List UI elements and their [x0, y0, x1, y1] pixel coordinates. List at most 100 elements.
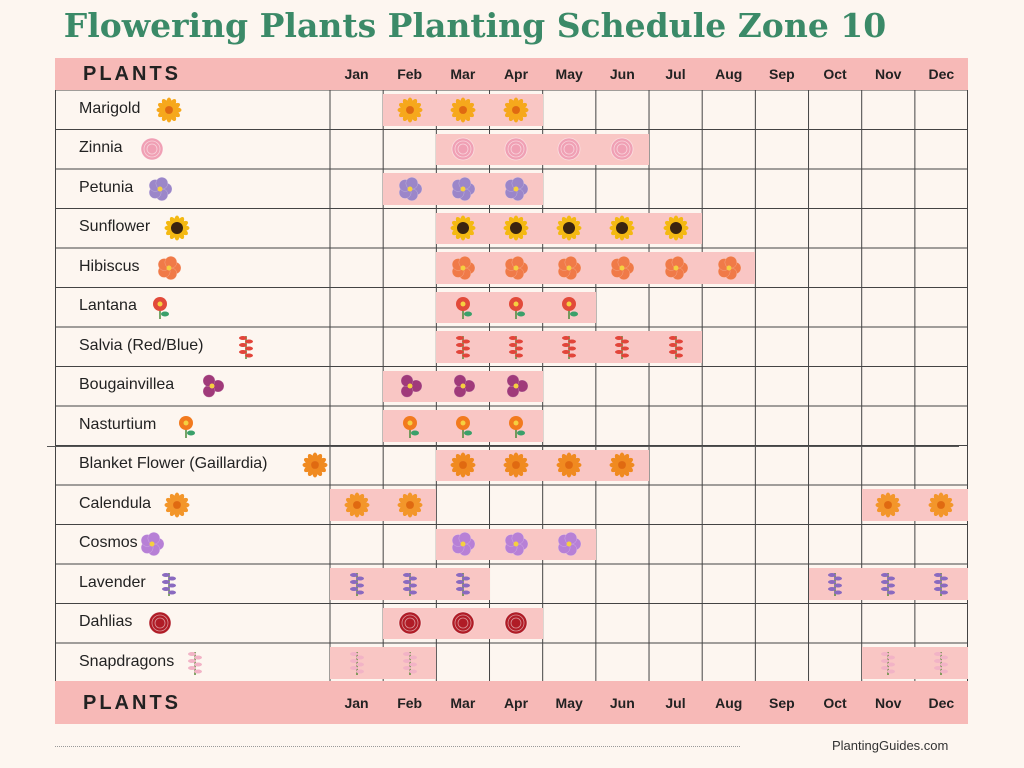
schedule-grid: PLANTS Jan Feb Mar Apr May Jun Jul Aug Sep Oct Nov D…	[55, 58, 969, 724]
schedule-bar	[436, 252, 756, 284]
month-label-bottom: Aug	[715, 694, 743, 711]
dahlia-icon	[504, 611, 528, 635]
salvia-icon	[668, 335, 683, 359]
plant-name: Snapdragons	[79, 652, 175, 670]
plants-header-bottom: PLANTS	[83, 691, 181, 714]
plant-name: Zinnia	[79, 139, 123, 157]
plant-name: Bougainvillea	[79, 376, 175, 394]
plant-name: Dahlias	[79, 613, 133, 631]
lavender-icon	[402, 572, 417, 596]
bougainvillea-icon	[453, 374, 476, 398]
petunia-icon	[149, 176, 173, 201]
month-label-top: Apr	[503, 66, 529, 82]
plant-name: Sunflower	[79, 218, 151, 236]
month-label-top: Aug	[715, 66, 743, 82]
lavender-icon	[161, 572, 176, 596]
hibiscus-icon	[558, 255, 582, 280]
bougainvillea-icon	[400, 374, 422, 398]
snapdragon-icon	[934, 651, 949, 675]
plant-name: Blanket Flower (Gaillardia)	[79, 455, 268, 473]
month-label-bottom: Mar	[450, 694, 476, 711]
snapdragon-icon	[402, 651, 417, 675]
lavender-icon	[455, 572, 470, 596]
salvia-icon	[239, 335, 254, 359]
plants-header-top: PLANTS	[83, 63, 181, 85]
lantana-icon	[509, 297, 526, 320]
dahlia-icon	[398, 611, 422, 635]
month-label-bottom: Sep	[769, 694, 795, 711]
month-label-top: Jan	[344, 66, 369, 82]
month-label-bottom: May	[555, 694, 583, 711]
lavender-icon	[934, 572, 949, 596]
month-label-top: Feb	[397, 66, 423, 82]
hibiscus-icon	[157, 255, 182, 280]
nasturtium-icon	[179, 415, 195, 438]
hibiscus-icon	[664, 255, 688, 280]
month-label-bottom: Feb	[397, 694, 423, 711]
page-title: Flowering Plants Planting Schedule Zone …	[63, 6, 887, 45]
calendula-icon	[164, 492, 190, 518]
month-label-top: Nov	[874, 66, 902, 82]
hibiscus-icon	[611, 255, 635, 280]
bougainvillea-icon	[506, 374, 529, 398]
month-label-top: Sep	[769, 66, 795, 82]
calendula-icon	[875, 492, 901, 518]
footer-site: PlantingGuides.com	[832, 738, 949, 753]
lantana-icon	[562, 297, 579, 320]
salvia-icon	[562, 335, 577, 359]
snapdragon-icon	[881, 651, 896, 675]
hibiscus-icon	[504, 255, 529, 280]
salvia-icon	[615, 335, 630, 359]
calendula-icon	[928, 492, 954, 518]
plant-name: Nasturtium	[79, 415, 157, 433]
month-label-top: Oct	[823, 66, 847, 82]
blanket-flower-icon	[503, 452, 529, 478]
month-label-bottom: Jan	[344, 694, 369, 711]
nasturtium-icon	[402, 415, 419, 438]
dahlia-icon	[148, 611, 172, 635]
blanket-flower-icon	[302, 452, 328, 478]
marigold-icon	[397, 97, 423, 123]
month-label-bottom: Jun	[609, 694, 635, 711]
plant-name: Hibiscus	[79, 257, 140, 275]
zinnia-icon	[611, 137, 634, 161]
plant-name: Marigold	[79, 99, 141, 117]
month-label-bottom: Oct	[823, 694, 847, 711]
plant-name: Lantana	[79, 297, 137, 315]
nasturtium-icon	[455, 415, 472, 438]
marigold-icon	[156, 97, 182, 123]
plant-name: Petunia	[79, 178, 134, 196]
month-label-top: Mar	[450, 66, 476, 82]
header-band	[55, 58, 968, 90]
calendula-icon	[397, 492, 423, 518]
month-label-bottom: Nov	[874, 694, 902, 711]
footer-divider	[55, 746, 740, 747]
footer-band	[55, 681, 968, 724]
marigold-icon	[450, 97, 476, 123]
petunia-icon	[398, 176, 422, 201]
blanket-flower-icon	[450, 452, 476, 478]
cosmos-icon	[140, 532, 164, 557]
snapdragon-icon	[349, 651, 364, 675]
snapdragon-icon	[187, 651, 202, 675]
dahlia-icon	[451, 611, 475, 635]
cosmos-icon	[504, 532, 529, 557]
lavender-icon	[349, 572, 364, 596]
lavender-icon	[828, 572, 843, 596]
lantana-icon	[153, 297, 170, 320]
zinnia-icon	[451, 137, 475, 161]
sunflower-icon	[503, 215, 529, 241]
zinnia-icon	[504, 137, 528, 161]
lavender-icon	[881, 572, 896, 596]
zinnia-icon	[557, 137, 581, 161]
schedule-bar	[861, 647, 969, 679]
plant-name: Lavender	[79, 573, 146, 591]
zinnia-icon	[140, 137, 163, 161]
hibiscus-icon	[717, 255, 742, 280]
month-label-bottom: Dec	[928, 694, 955, 711]
month-label-bottom: Jul	[665, 694, 686, 711]
petunia-icon	[451, 176, 476, 201]
cosmos-icon	[558, 532, 582, 557]
nasturtium-icon	[509, 415, 526, 438]
sunflower-icon	[450, 215, 476, 241]
